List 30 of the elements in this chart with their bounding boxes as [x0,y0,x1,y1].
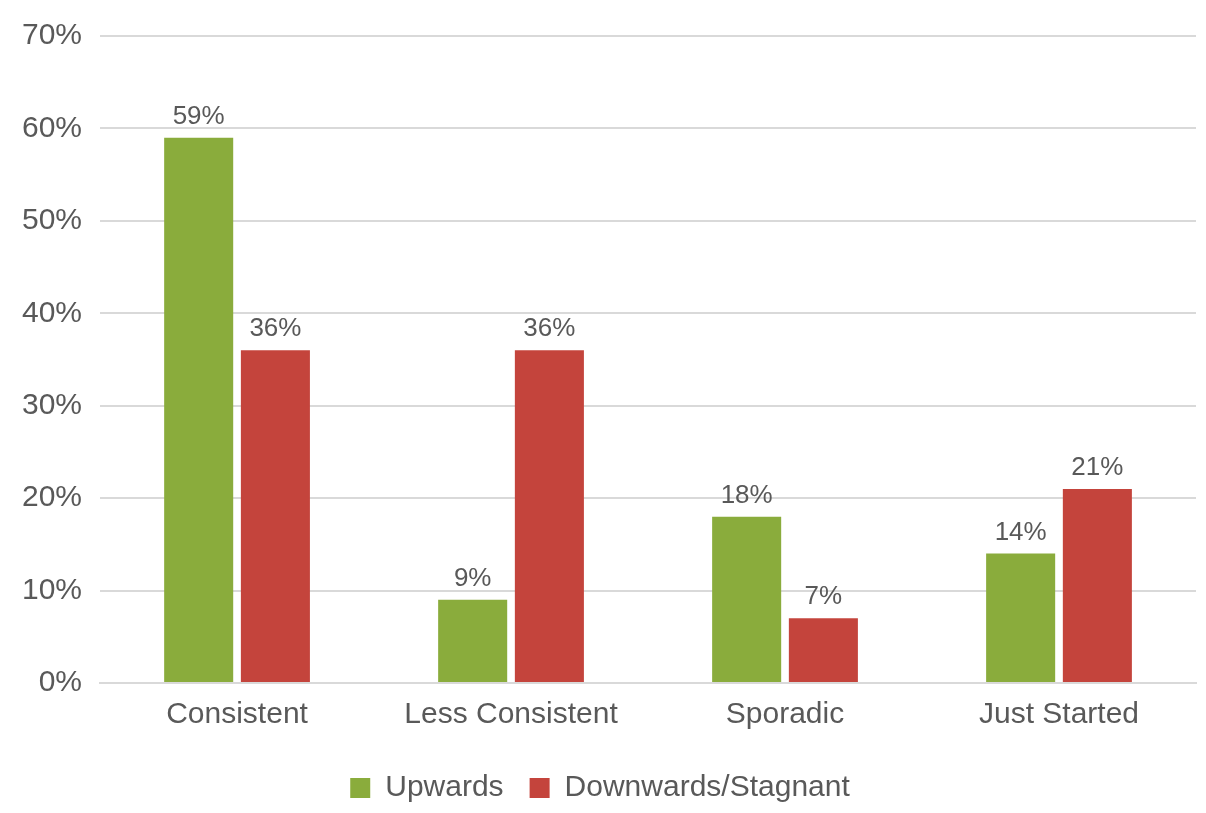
y-tick-label: 20% [22,479,83,513]
y-tick-label: 0% [38,664,83,698]
data-label: 18% [720,478,773,509]
data-label: 36% [523,312,576,343]
bar [438,599,508,682]
x-tick-label: Consistent [166,696,309,730]
bar [788,618,858,682]
legend-label: Downwards/Stagnant [564,769,851,803]
data-label: 21% [1071,451,1124,482]
data-label: 14% [994,515,1047,546]
y-tick-label: 60% [22,109,83,143]
bar [1062,488,1132,682]
y-tick-label: 70% [22,17,83,51]
data-label: 59% [172,99,225,130]
x-tick-label: Less Consistent [404,696,619,730]
x-tick-label: Just Started [978,696,1140,730]
data-label: 7% [804,580,843,611]
bar [712,516,782,682]
y-tick-label: 40% [22,294,83,328]
data-label: 9% [453,561,492,592]
legend-label: Upwards [385,769,504,803]
bar [164,137,234,682]
y-tick-label: 50% [22,202,83,236]
y-tick-label: 10% [22,571,83,605]
data-label: 36% [249,312,302,343]
bar [240,350,310,682]
bar [986,553,1056,682]
bar [514,350,584,682]
x-tick-label: Sporadic [725,696,845,730]
y-tick-label: 30% [22,386,83,420]
